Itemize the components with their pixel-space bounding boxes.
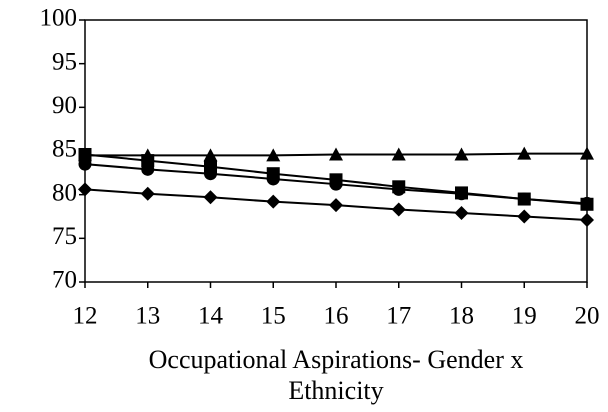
marker-diamond [140, 186, 155, 201]
marker-triangle [391, 147, 406, 161]
marker-diamond [203, 190, 218, 205]
marker-diamond [454, 206, 469, 221]
marker-triangle [517, 146, 532, 160]
marker-triangle [454, 147, 469, 161]
y-tick-label: 85 [52, 136, 77, 163]
y-tick-label: 95 [52, 48, 77, 75]
marker-circle [266, 172, 280, 186]
marker-diamond [517, 209, 532, 224]
marker-triangle [266, 148, 281, 162]
marker-circle [455, 187, 468, 201]
marker-circle [78, 157, 92, 171]
x-tick-label: 13 [135, 303, 160, 330]
marker-triangle [329, 147, 343, 161]
marker-diamond [78, 182, 92, 197]
y-tick-label: 80 [52, 179, 77, 206]
marker-circle [517, 192, 531, 206]
marker-triangle [203, 148, 218, 162]
marker-circle [329, 177, 343, 191]
marker-circle [141, 162, 155, 176]
marker-circle [392, 182, 406, 196]
marker-triangle [580, 146, 594, 160]
y-tick-label: 100 [40, 5, 78, 32]
y-tick-label: 70 [52, 267, 77, 294]
x-tick-label: 16 [324, 303, 349, 330]
x-tick-label: 12 [73, 303, 98, 330]
marker-diamond [329, 198, 343, 213]
x-tick-label: 20 [575, 303, 600, 330]
marker-diamond [580, 212, 594, 227]
marker-diamond [391, 202, 406, 217]
y-tick-label: 75 [52, 223, 77, 250]
marker-circle [204, 167, 217, 181]
marker-diamond [266, 194, 281, 209]
x-axis-title: Occupational Aspirations- Gender x Ethni… [148, 345, 524, 405]
x-tick-label: 19 [512, 303, 537, 330]
x-tick-label: 14 [198, 303, 224, 330]
marker-circle [580, 196, 594, 210]
marker-triangle [140, 148, 155, 162]
x-tick-label: 15 [261, 303, 286, 330]
marker-triangle [78, 148, 92, 162]
x-tick-label: 18 [449, 303, 474, 330]
y-tick-label: 90 [52, 92, 77, 119]
x-tick-label: 17 [386, 303, 411, 330]
